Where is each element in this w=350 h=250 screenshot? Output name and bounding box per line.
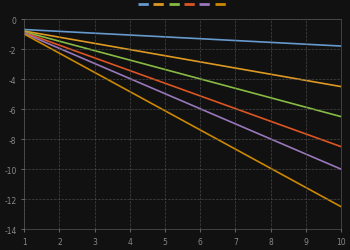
Legend: , , , , , : , , , , , <box>138 2 227 8</box>
